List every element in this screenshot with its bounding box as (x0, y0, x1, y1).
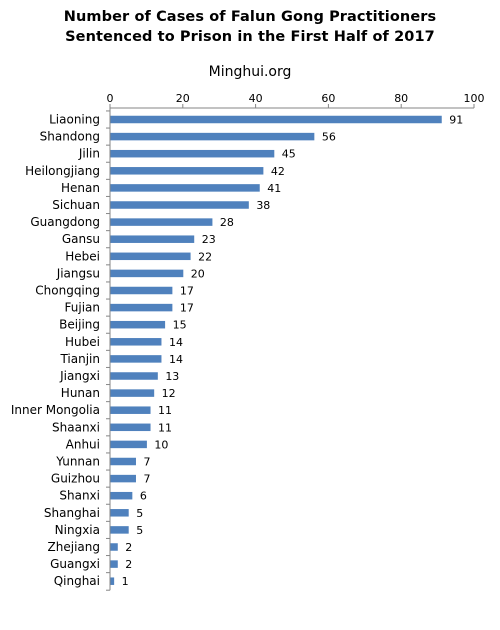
bar (110, 167, 264, 175)
value-label: 12 (162, 387, 176, 400)
bar (110, 149, 275, 158)
bar (110, 509, 129, 517)
x-tick-label: 100 (464, 92, 485, 105)
value-label: 13 (165, 370, 179, 383)
bar (110, 303, 173, 312)
value-label: 91 (449, 114, 463, 127)
bar (110, 252, 191, 261)
value-label: 20 (191, 267, 205, 280)
category-label: Shandong (40, 130, 100, 144)
chart-title-line-1: Number of Cases of Falun Gong Practition… (63, 9, 437, 25)
bar (110, 457, 136, 466)
value-label: 22 (198, 250, 212, 263)
value-label: 15 (173, 319, 187, 332)
value-label: 11 (158, 404, 172, 417)
value-label: 10 (154, 438, 168, 451)
value-label: 7 (143, 456, 150, 469)
bar (110, 201, 249, 209)
category-label: Fujian (65, 301, 100, 315)
value-label: 5 (136, 524, 143, 537)
bar (110, 526, 129, 534)
bar (110, 474, 136, 483)
category-label: Shanghai (44, 506, 100, 520)
value-label: 23 (202, 233, 216, 246)
bar (110, 440, 147, 449)
bar (110, 115, 442, 124)
value-label: 28 (220, 216, 234, 229)
value-label: 14 (169, 353, 183, 366)
bar (110, 184, 260, 192)
bar (110, 320, 166, 329)
value-label: 7 (143, 473, 150, 486)
category-label: Anhui (66, 437, 100, 451)
bar (110, 355, 162, 363)
chart-subtitle: Minghui.org (208, 64, 292, 80)
category-label: Ningxia (55, 523, 100, 537)
value-label: 5 (136, 507, 143, 520)
category-label: Jiangsu (56, 266, 100, 280)
bar (110, 560, 118, 568)
category-label: Guangdong (30, 215, 100, 229)
bar (110, 235, 195, 243)
bar (110, 269, 184, 278)
value-label: 56 (322, 131, 336, 144)
chart-title-line-2: Sentenced to Prison in the First Half of… (65, 29, 435, 45)
value-label: 14 (169, 336, 183, 349)
x-tick-label: 40 (249, 92, 263, 105)
category-label: Liaoning (49, 113, 100, 127)
category-label: Yunnan (55, 455, 100, 469)
category-label: Inner Mongolia (11, 403, 100, 417)
category-label: Tianjin (59, 352, 100, 366)
category-label: Gansu (62, 232, 100, 246)
category-label: Zhejiang (48, 540, 100, 554)
bar (110, 491, 133, 500)
category-label: Beijing (59, 318, 100, 332)
category-label: Sichuan (52, 198, 100, 212)
category-label: Chongqing (35, 284, 100, 298)
category-label: Hubei (65, 335, 100, 349)
value-label: 45 (282, 148, 296, 161)
value-label: 2 (125, 558, 132, 571)
category-label: Jiangxi (59, 369, 100, 383)
category-label: Heilongjiang (25, 164, 100, 178)
value-label: 2 (125, 541, 132, 554)
category-label: Shaanxi (52, 420, 100, 434)
bar (110, 423, 151, 432)
category-label: Qinghai (54, 574, 100, 588)
value-label: 6 (140, 490, 147, 503)
bar (110, 389, 155, 397)
category-label: Guizhou (51, 472, 100, 486)
bar (110, 372, 158, 380)
bar (110, 406, 151, 414)
bar (110, 218, 213, 226)
x-tick-label: 60 (321, 92, 335, 105)
value-label: 42 (271, 165, 285, 178)
value-label: 17 (180, 302, 194, 315)
x-tick-label: 0 (107, 92, 114, 105)
category-label: Shanxi (59, 489, 100, 503)
bar (110, 577, 115, 585)
value-label: 1 (122, 575, 129, 588)
category-label: Guangxi (50, 557, 100, 571)
bar (110, 338, 162, 346)
value-label: 11 (158, 421, 172, 434)
value-label: 41 (267, 182, 281, 195)
category-label: Jilin (78, 147, 100, 161)
x-tick-label: 20 (176, 92, 190, 105)
value-label: 38 (256, 199, 270, 212)
category-label: Henan (61, 181, 100, 195)
x-tick-label: 80 (394, 92, 408, 105)
value-label: 17 (180, 285, 194, 298)
bar (110, 132, 315, 141)
category-label: Hebei (65, 249, 100, 263)
bar (110, 543, 118, 551)
bar (110, 286, 173, 295)
category-label: Hunan (61, 386, 100, 400)
